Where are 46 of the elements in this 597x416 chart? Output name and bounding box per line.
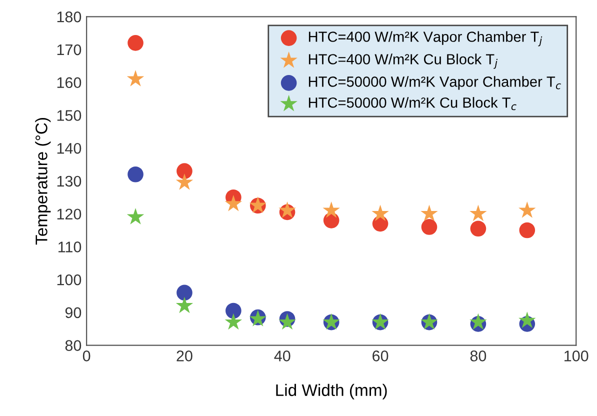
point xyxy=(224,313,242,330)
point xyxy=(470,313,487,330)
y-tick-label: 110 xyxy=(58,242,82,252)
x-tick-label: 60 xyxy=(372,350,388,362)
point xyxy=(372,204,389,222)
x-tick-label: 40 xyxy=(274,350,290,362)
legend-label: HTC=50000 W/m²K Cu Block T$_{c}$ xyxy=(308,97,516,110)
legend-label: HTC=50000 W/m²K Vapor Chamber T$_{c}$ xyxy=(308,76,561,90)
y-tick-label: 120 xyxy=(57,208,82,220)
point xyxy=(176,163,192,180)
point xyxy=(278,201,296,218)
y-tick-label: 180 xyxy=(57,12,82,22)
point xyxy=(176,284,192,301)
point xyxy=(278,313,296,330)
point xyxy=(420,204,438,222)
point xyxy=(518,201,536,218)
x-tick-label: 100 xyxy=(564,350,588,362)
y-tick-label: 90 xyxy=(65,307,82,318)
point xyxy=(322,201,340,218)
y-tick-label: 80 xyxy=(65,340,82,351)
y-tick-label: 160 xyxy=(57,77,82,88)
point xyxy=(126,70,144,86)
x-tick-label: 20 xyxy=(176,350,192,362)
point xyxy=(128,35,144,51)
x-tick-label: 80 xyxy=(470,350,486,362)
point xyxy=(470,204,487,222)
point xyxy=(519,222,536,238)
x-tick-label: 0 xyxy=(82,350,90,362)
point xyxy=(470,220,486,237)
legend-label: HTC=400 W/m²K Vapor Chamber T$_{j}$ xyxy=(308,31,542,46)
point xyxy=(226,302,242,319)
x-axis-title: Lid Width (mm) xyxy=(276,384,387,400)
y-tick-label: 140 xyxy=(57,142,82,154)
point xyxy=(128,166,144,182)
point xyxy=(126,208,144,224)
point xyxy=(224,194,242,212)
point xyxy=(176,296,194,314)
y-axis-title: Temperature (°C) xyxy=(35,118,51,245)
point xyxy=(421,219,438,235)
legend-label: HTC=400 W/m²K Cu Block T$_{j}$ xyxy=(308,54,498,69)
y-tick-label: 130 xyxy=(57,176,82,187)
y-tick-label: 150 xyxy=(57,110,82,121)
point xyxy=(176,174,194,190)
y-tick-label: 100 xyxy=(57,274,82,286)
point xyxy=(518,312,536,328)
y-tick-label: 170 xyxy=(57,44,82,56)
